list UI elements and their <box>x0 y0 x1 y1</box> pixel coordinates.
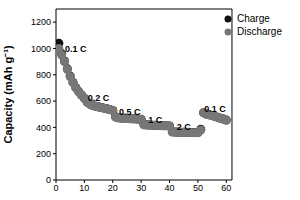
svg-text:30: 30 <box>136 183 146 193</box>
svg-text:1000: 1000 <box>31 44 51 54</box>
svg-text:Capacity (mAh g⁻¹): Capacity (mAh g⁻¹) <box>8 45 14 143</box>
svg-text:400: 400 <box>36 123 51 133</box>
svg-text:0.2 C: 0.2 C <box>88 93 110 103</box>
html-text:Charge: Charge <box>237 13 270 24</box>
svg-text:0: 0 <box>46 175 51 185</box>
svg-text:0.5 C: 0.5 C <box>119 107 141 117</box>
svg-text:800: 800 <box>36 70 51 80</box>
html-text:Discharge: Discharge <box>237 26 282 37</box>
svg-text:60: 60 <box>221 183 231 193</box>
svg-text:0.1 C: 0.1 C <box>65 44 87 54</box>
svg-text:20: 20 <box>108 183 118 193</box>
svg-text:1 C: 1 C <box>148 115 163 125</box>
svg-text:40: 40 <box>165 183 175 193</box>
svg-text:10: 10 <box>79 183 89 193</box>
svg-text:0.1 C: 0.1 C <box>204 104 226 114</box>
svg-text:1200: 1200 <box>31 17 51 27</box>
svg-text:200: 200 <box>36 149 51 159</box>
svg-text:0: 0 <box>53 183 58 193</box>
svg-text:2 C: 2 C <box>177 122 192 132</box>
svg-text:600: 600 <box>36 96 51 106</box>
svg-text:50: 50 <box>193 183 203 193</box>
